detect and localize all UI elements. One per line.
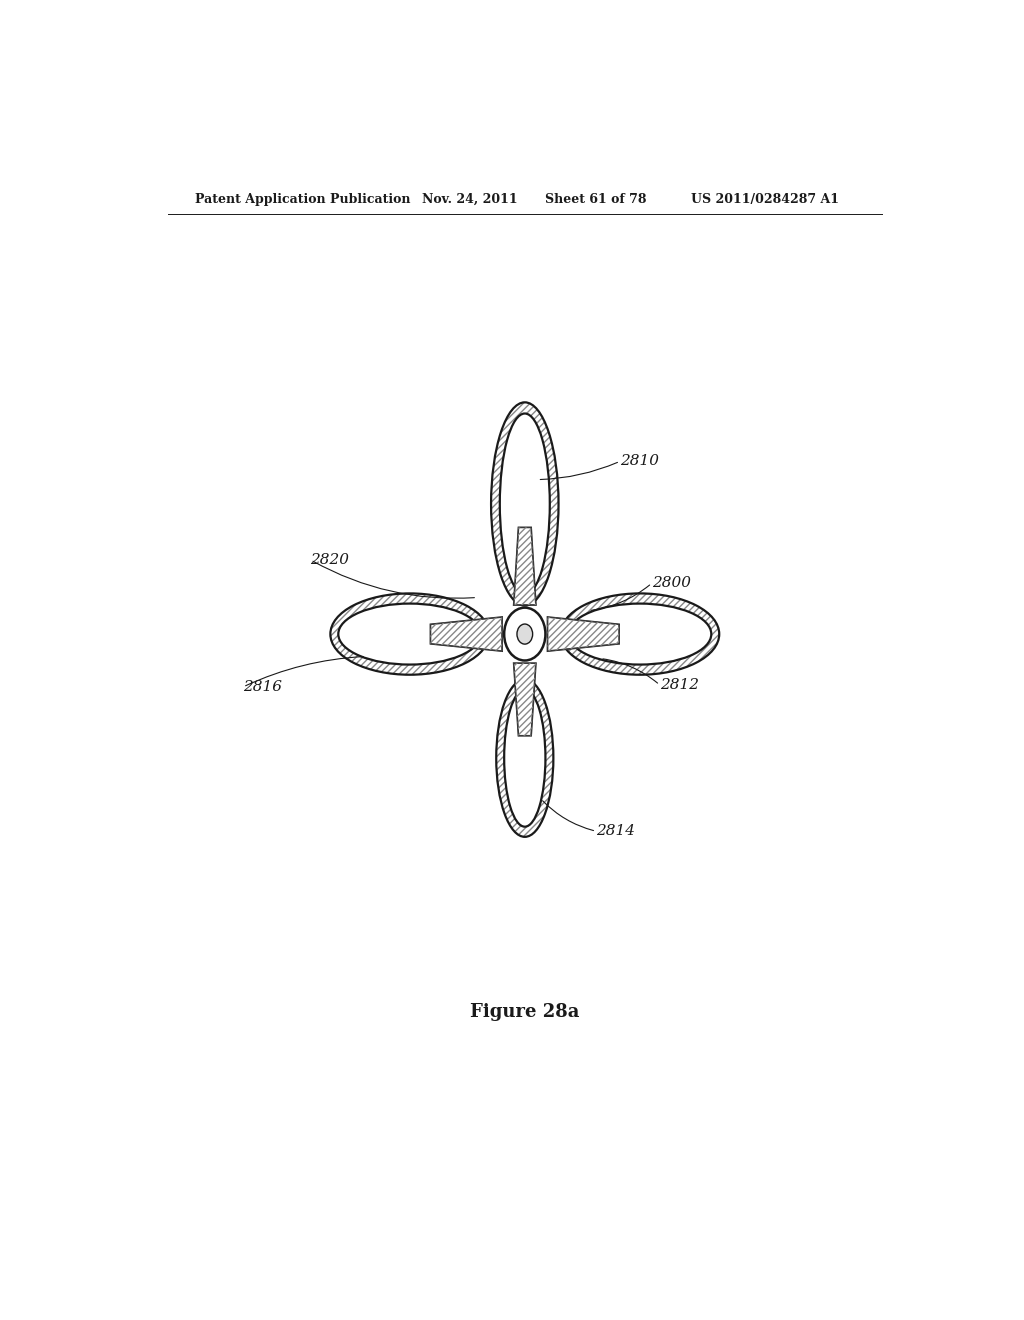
Ellipse shape bbox=[331, 594, 489, 675]
Circle shape bbox=[517, 624, 532, 644]
Text: US 2011/0284287 A1: US 2011/0284287 A1 bbox=[691, 193, 840, 206]
Text: 2816: 2816 bbox=[243, 680, 282, 694]
Text: 2814: 2814 bbox=[596, 824, 635, 838]
Ellipse shape bbox=[560, 594, 719, 675]
Text: Figure 28a: Figure 28a bbox=[470, 1003, 580, 1022]
Text: Patent Application Publication: Patent Application Publication bbox=[196, 193, 411, 206]
Circle shape bbox=[504, 607, 546, 660]
Ellipse shape bbox=[500, 413, 550, 594]
Text: 2800: 2800 bbox=[652, 577, 691, 590]
Polygon shape bbox=[548, 616, 620, 651]
Ellipse shape bbox=[497, 680, 553, 837]
Ellipse shape bbox=[568, 603, 712, 664]
Text: 2820: 2820 bbox=[310, 553, 349, 566]
Text: 2810: 2810 bbox=[620, 454, 659, 469]
Ellipse shape bbox=[338, 603, 481, 664]
Polygon shape bbox=[514, 528, 536, 605]
Ellipse shape bbox=[504, 689, 546, 826]
Text: Sheet 61 of 78: Sheet 61 of 78 bbox=[545, 193, 646, 206]
Polygon shape bbox=[430, 616, 502, 651]
Polygon shape bbox=[514, 663, 536, 735]
Text: 2812: 2812 bbox=[659, 678, 698, 692]
Text: Nov. 24, 2011: Nov. 24, 2011 bbox=[422, 193, 517, 206]
Ellipse shape bbox=[492, 403, 558, 606]
